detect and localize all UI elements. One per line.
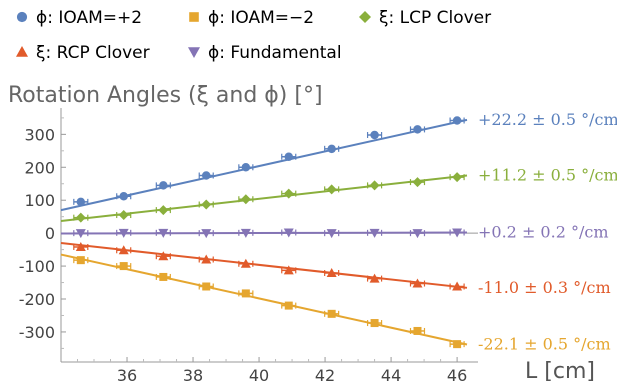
data-point	[75, 241, 86, 251]
data-point	[241, 163, 251, 172]
y-tick-label: 200	[24, 158, 55, 177]
data-point	[201, 171, 211, 180]
data-point	[75, 212, 86, 223]
data-point	[119, 192, 128, 201]
data-point	[452, 116, 462, 125]
x-tick-label: 36	[117, 366, 137, 385]
data-point	[412, 177, 423, 188]
data-point	[453, 340, 462, 349]
legend-marker	[359, 11, 371, 23]
fit-line	[60, 174, 468, 222]
data-point	[159, 272, 168, 281]
data-point	[158, 228, 169, 238]
fit-slope-label: -22.1 ± 0.5 °/cm	[478, 334, 611, 353]
data-point	[413, 125, 422, 134]
data-point	[327, 309, 336, 318]
axes: -300 -200 -100 0 100 200 300 36 38 40 42 44 46	[19, 108, 478, 385]
data-point	[158, 251, 169, 261]
data-point	[76, 197, 86, 207]
y-tick-label: 0	[45, 224, 55, 243]
legend-label: ϕ: Fundamental	[208, 43, 342, 63]
data-point	[413, 326, 422, 335]
data-point	[118, 245, 129, 255]
x-tick-label: 40	[249, 366, 269, 385]
fit-slope-label: +22.2 ± 0.5 °/cm	[478, 110, 617, 129]
data-point	[412, 229, 423, 239]
data-point	[240, 194, 251, 205]
data-point	[283, 265, 294, 275]
legend-marker	[188, 47, 200, 58]
data-point	[326, 229, 337, 239]
data-points	[73, 116, 465, 349]
data-point	[452, 228, 463, 238]
y-tick-label: -300	[19, 323, 55, 342]
y-tick-label: 100	[24, 191, 55, 210]
data-point	[240, 228, 251, 238]
legend: ϕ: IOAM=+2 ϕ: IOAM=−2 ξ: LCP Clover ξ: RCP …	[16, 8, 491, 63]
fit-line	[60, 253, 468, 346]
data-point	[326, 267, 337, 277]
data-point	[283, 188, 294, 199]
y-tick-label: -100	[19, 257, 55, 276]
data-point	[452, 172, 463, 183]
x-tick-label: 38	[183, 366, 203, 385]
legend-label: ξ: RCP Clover	[36, 43, 150, 63]
x-tick-label: 44	[381, 366, 401, 385]
y-tick-label: 300	[24, 125, 55, 144]
legend-label: ϕ: IOAM=−2	[208, 8, 314, 28]
x-axis-label: L [cm]	[525, 359, 595, 384]
data-point	[240, 258, 251, 268]
data-point	[369, 228, 380, 238]
data-point	[159, 181, 168, 190]
fit-line	[60, 118, 468, 212]
data-point	[119, 262, 128, 271]
data-point	[284, 301, 293, 310]
data-point	[412, 278, 423, 288]
data-point	[118, 210, 129, 221]
legend-marker	[189, 12, 199, 22]
legend-label: ϕ: IOAM=+2	[36, 8, 142, 28]
data-point	[201, 229, 212, 239]
data-point	[452, 281, 463, 291]
fit-labels: +22.2 ± 0.5 °/cm +11.2 ± 0.5 °/cm +0.2 ± 0…	[478, 110, 617, 354]
legend-label: ξ: LCP Clover	[379, 8, 491, 28]
x-tick-label: 46	[447, 366, 467, 385]
legend-marker	[16, 11, 28, 23]
data-point	[326, 184, 337, 195]
data-point	[369, 180, 380, 191]
data-point	[370, 319, 379, 328]
data-point	[284, 152, 294, 161]
legend-marker	[16, 46, 28, 57]
data-point	[370, 130, 379, 140]
data-point	[76, 256, 85, 265]
data-point	[369, 273, 380, 283]
fit-slope-label: -11.0 ± 0.3 °/cm	[478, 278, 611, 297]
data-point	[158, 205, 169, 216]
data-point	[201, 254, 212, 264]
data-point	[241, 289, 250, 298]
fit-slope-label: +11.2 ± 0.5 °/cm	[478, 166, 617, 185]
chart-title: Rotation Angles (ξ and ϕ) [°]	[8, 83, 323, 108]
x-tick-label: 42	[315, 366, 335, 385]
y-tick-label: -200	[19, 290, 55, 309]
data-point	[75, 229, 86, 239]
data-point	[283, 228, 294, 238]
data-point	[327, 144, 336, 154]
data-point	[118, 228, 129, 238]
fit-slope-label: +0.2 ± 0.2 °/cm	[478, 222, 608, 241]
data-point	[201, 199, 212, 210]
data-point	[202, 282, 211, 291]
